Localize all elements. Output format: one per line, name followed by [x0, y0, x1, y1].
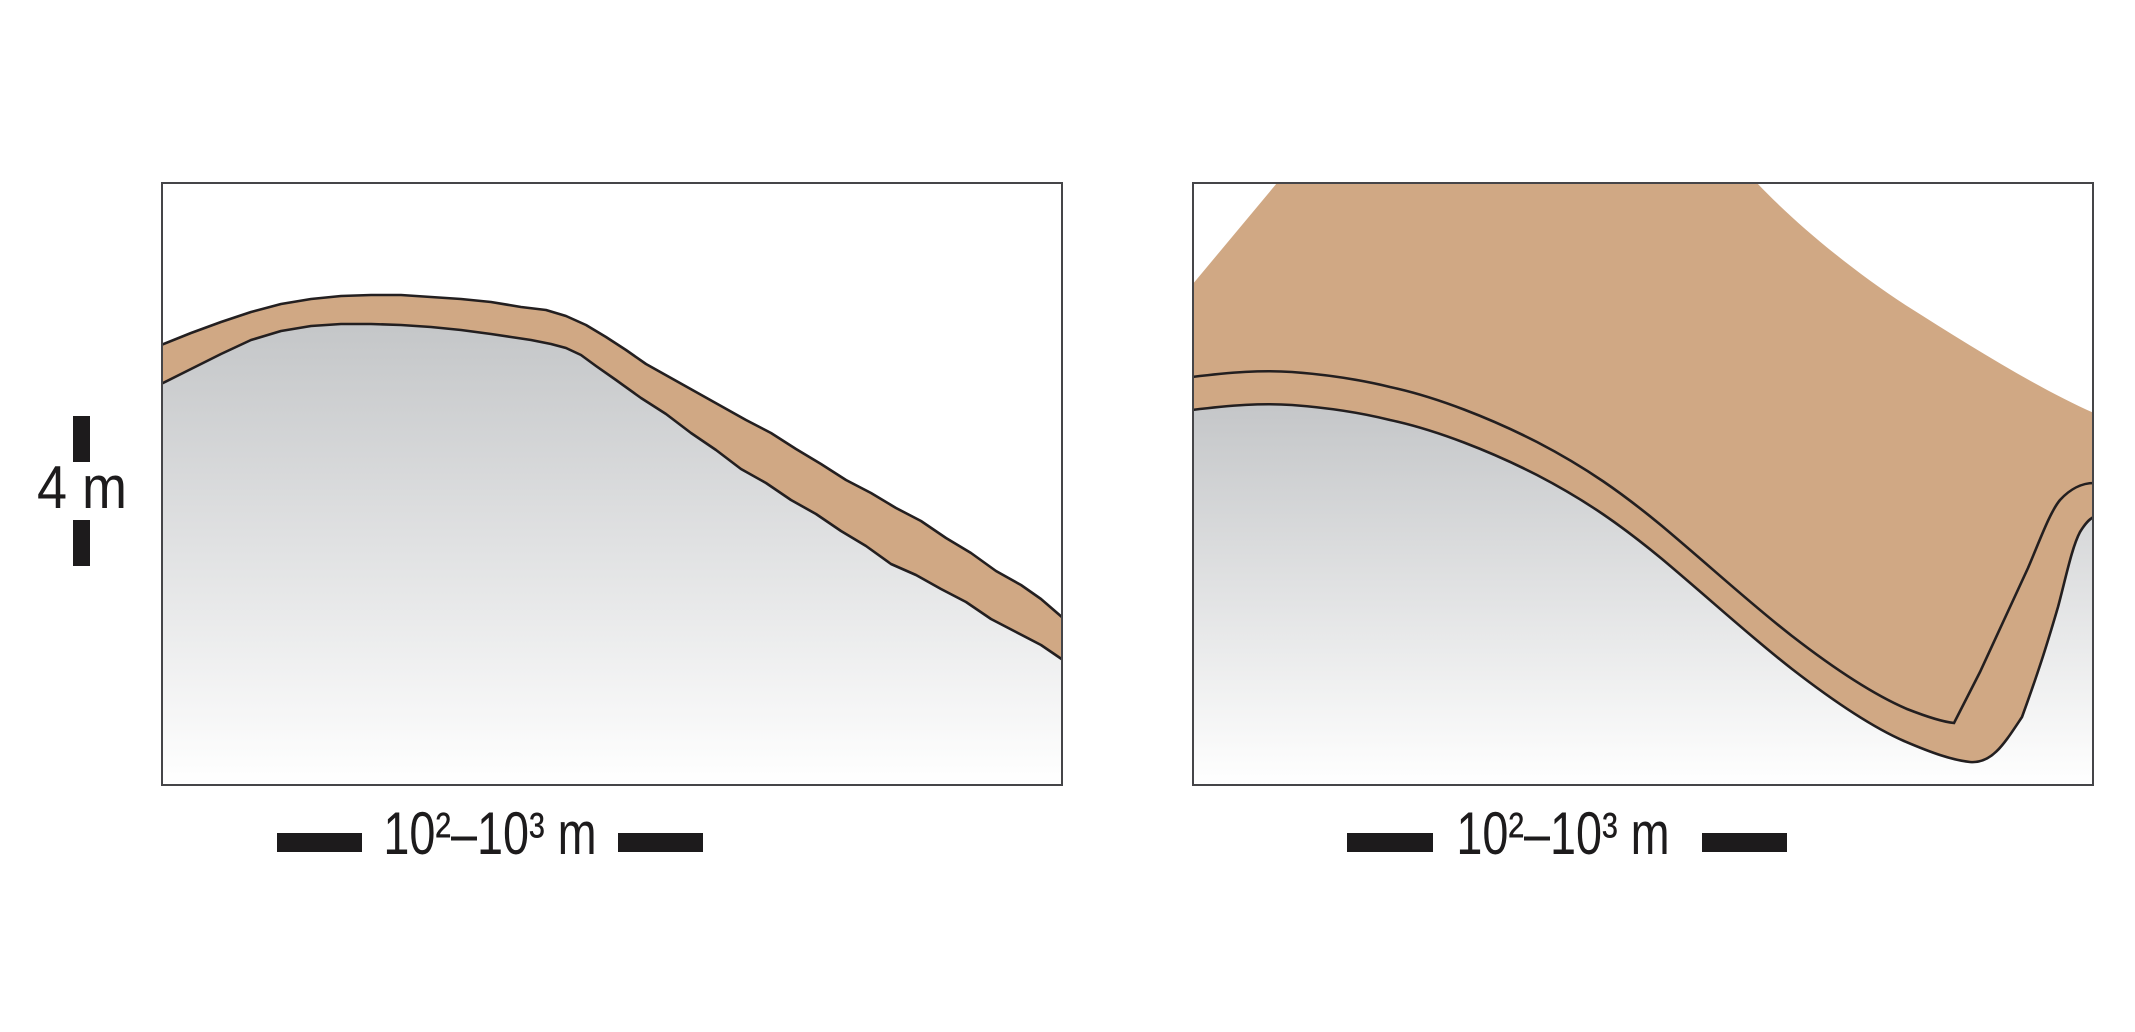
left-layer-top-outline [161, 293, 1063, 619]
left-panel-frame [161, 182, 1063, 786]
right-horizontal-scale-bar-left [1347, 833, 1433, 852]
vertical-scale-tick-top [73, 416, 90, 462]
vertical-scale-tick-bottom [73, 520, 90, 566]
left-horizontal-scale-bar-left [277, 833, 362, 852]
right-buried-layer-top-outline [1192, 369, 2094, 725]
right-basement-fill [1192, 404, 2094, 786]
right-panel-frame [1192, 182, 2094, 786]
left-basement-fill [161, 324, 1063, 786]
left-horizontal-scale-bar-right [618, 833, 703, 852]
right-layer-base-outline [1192, 402, 2094, 764]
vertical-scale-label: 4 m [36, 454, 128, 521]
left-layer-base-outline [161, 322, 1063, 662]
right-horizontal-scale-bar-right [1702, 833, 1787, 852]
left-horizontal-scale-label: 10²–10³ m [383, 800, 597, 867]
right-deposit-fill [1192, 183, 2094, 763]
left-cross-section-panel [161, 182, 1063, 786]
right-cross-section-panel [1192, 182, 2094, 786]
right-horizontal-scale-label: 10²–10³ m [1456, 800, 1670, 867]
